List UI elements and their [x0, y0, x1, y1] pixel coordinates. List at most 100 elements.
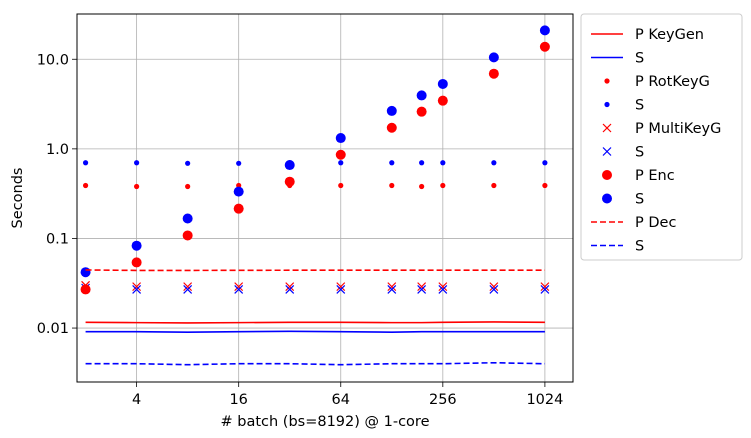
- data-point: [440, 160, 446, 166]
- data-point: [131, 257, 142, 268]
- data-point: [284, 176, 295, 187]
- data-point: [416, 106, 427, 117]
- x-tick-label: 4: [132, 392, 141, 408]
- series-6: [81, 283, 550, 294]
- data-point: [82, 160, 89, 166]
- series-line: [85, 321, 545, 324]
- legend-item: P RotKeyG: [604, 74, 710, 90]
- x-marker-stroke: [387, 284, 397, 294]
- legend: P KeyGen S P RotKeyG S P MultiKeyG S P Enc S P D…: [580, 13, 743, 261]
- legend-label: P KeyGen: [635, 27, 704, 43]
- x-marker-stroke: [234, 282, 244, 292]
- x-marker-stroke: [234, 284, 244, 294]
- x-marker-stroke: [602, 147, 612, 156]
- x-marker-stroke: [438, 282, 448, 292]
- x-tick-label: 64: [332, 392, 350, 408]
- data-point: [419, 160, 425, 166]
- data-point: [134, 183, 140, 190]
- data-point: [338, 160, 344, 166]
- data-point: [335, 149, 346, 160]
- data-point: [438, 284, 448, 294]
- legend-item: S: [591, 239, 644, 255]
- x-marker-stroke: [489, 284, 499, 294]
- data-point: [417, 282, 427, 292]
- data-point: [417, 284, 427, 294]
- legend-label: P Dec: [635, 215, 676, 231]
- x-marker-stroke: [387, 282, 397, 292]
- x-marker-stroke: [336, 282, 346, 292]
- x-tick-label: 256: [429, 392, 457, 408]
- series-line: [85, 330, 545, 333]
- data-point: [285, 284, 295, 294]
- series-10: [85, 361, 545, 366]
- data-point: [539, 41, 550, 52]
- x-tick-label: 1024: [526, 392, 563, 408]
- data-point: [132, 282, 142, 292]
- data-point: [491, 182, 497, 189]
- legend-swatch: [602, 193, 612, 204]
- series-7: [80, 41, 550, 295]
- series-4: [82, 160, 548, 166]
- x-marker-stroke: [602, 123, 612, 133]
- data-point: [336, 282, 346, 292]
- legend-item: P MultiKeyG: [602, 121, 721, 137]
- data-point: [132, 284, 142, 294]
- data-point: [80, 284, 91, 295]
- x-axis-label: # batch (bs=8192) @ 1-core: [220, 414, 429, 430]
- data-point: [185, 160, 191, 166]
- legend-item: S: [602, 145, 644, 161]
- data-point: [233, 186, 244, 197]
- series-5: [81, 280, 550, 292]
- x-marker-stroke: [183, 284, 193, 294]
- legend-swatch: [604, 78, 610, 84]
- data-point: [389, 160, 395, 166]
- legend-label: P RotKeyG: [635, 74, 710, 90]
- x-marker-stroke: [285, 282, 295, 292]
- x-marker-stroke: [540, 284, 550, 294]
- data-point: [284, 160, 295, 171]
- data-point: [386, 105, 397, 116]
- x-marker-stroke: [132, 282, 142, 292]
- data-point: [440, 182, 446, 189]
- data-point: [387, 282, 397, 292]
- data-point: [386, 122, 397, 133]
- data-point: [539, 25, 550, 36]
- y-tick-label: 0.1: [46, 231, 69, 247]
- series-1: [85, 321, 545, 324]
- data-point: [419, 183, 425, 190]
- data-point: [338, 182, 344, 189]
- data-point: [540, 282, 550, 292]
- x-tick-label: 16: [229, 392, 247, 408]
- data-point: [438, 282, 448, 292]
- data-point: [387, 284, 397, 294]
- legend-label: S: [635, 98, 644, 114]
- data-point: [82, 182, 89, 189]
- data-point: [182, 230, 193, 241]
- legend-label: S: [635, 192, 644, 208]
- data-point: [542, 160, 548, 166]
- x-marker-stroke: [489, 282, 499, 292]
- x-marker-stroke: [336, 284, 346, 294]
- legend-swatch: [604, 101, 610, 108]
- legend-label: S: [635, 239, 644, 255]
- data-point: [80, 267, 91, 278]
- data-point: [540, 284, 550, 294]
- legend-label: P MultiKeyG: [635, 121, 721, 137]
- series-2: [85, 330, 545, 333]
- data-point: [489, 284, 499, 294]
- legend-item: S: [602, 192, 644, 208]
- data-point: [437, 78, 448, 89]
- legend-swatch: [602, 123, 612, 133]
- y-axis-label: Seconds: [10, 168, 26, 229]
- x-marker-stroke: [183, 282, 193, 292]
- data-point: [437, 95, 448, 106]
- legend-item: S: [591, 51, 644, 67]
- data-point: [488, 68, 499, 79]
- data-point: [183, 284, 193, 294]
- data-point: [416, 90, 427, 101]
- data-point: [336, 284, 346, 294]
- data-point: [285, 282, 295, 292]
- data-point: [335, 133, 346, 144]
- legend-swatch: [602, 170, 612, 180]
- plot-series: [80, 25, 550, 366]
